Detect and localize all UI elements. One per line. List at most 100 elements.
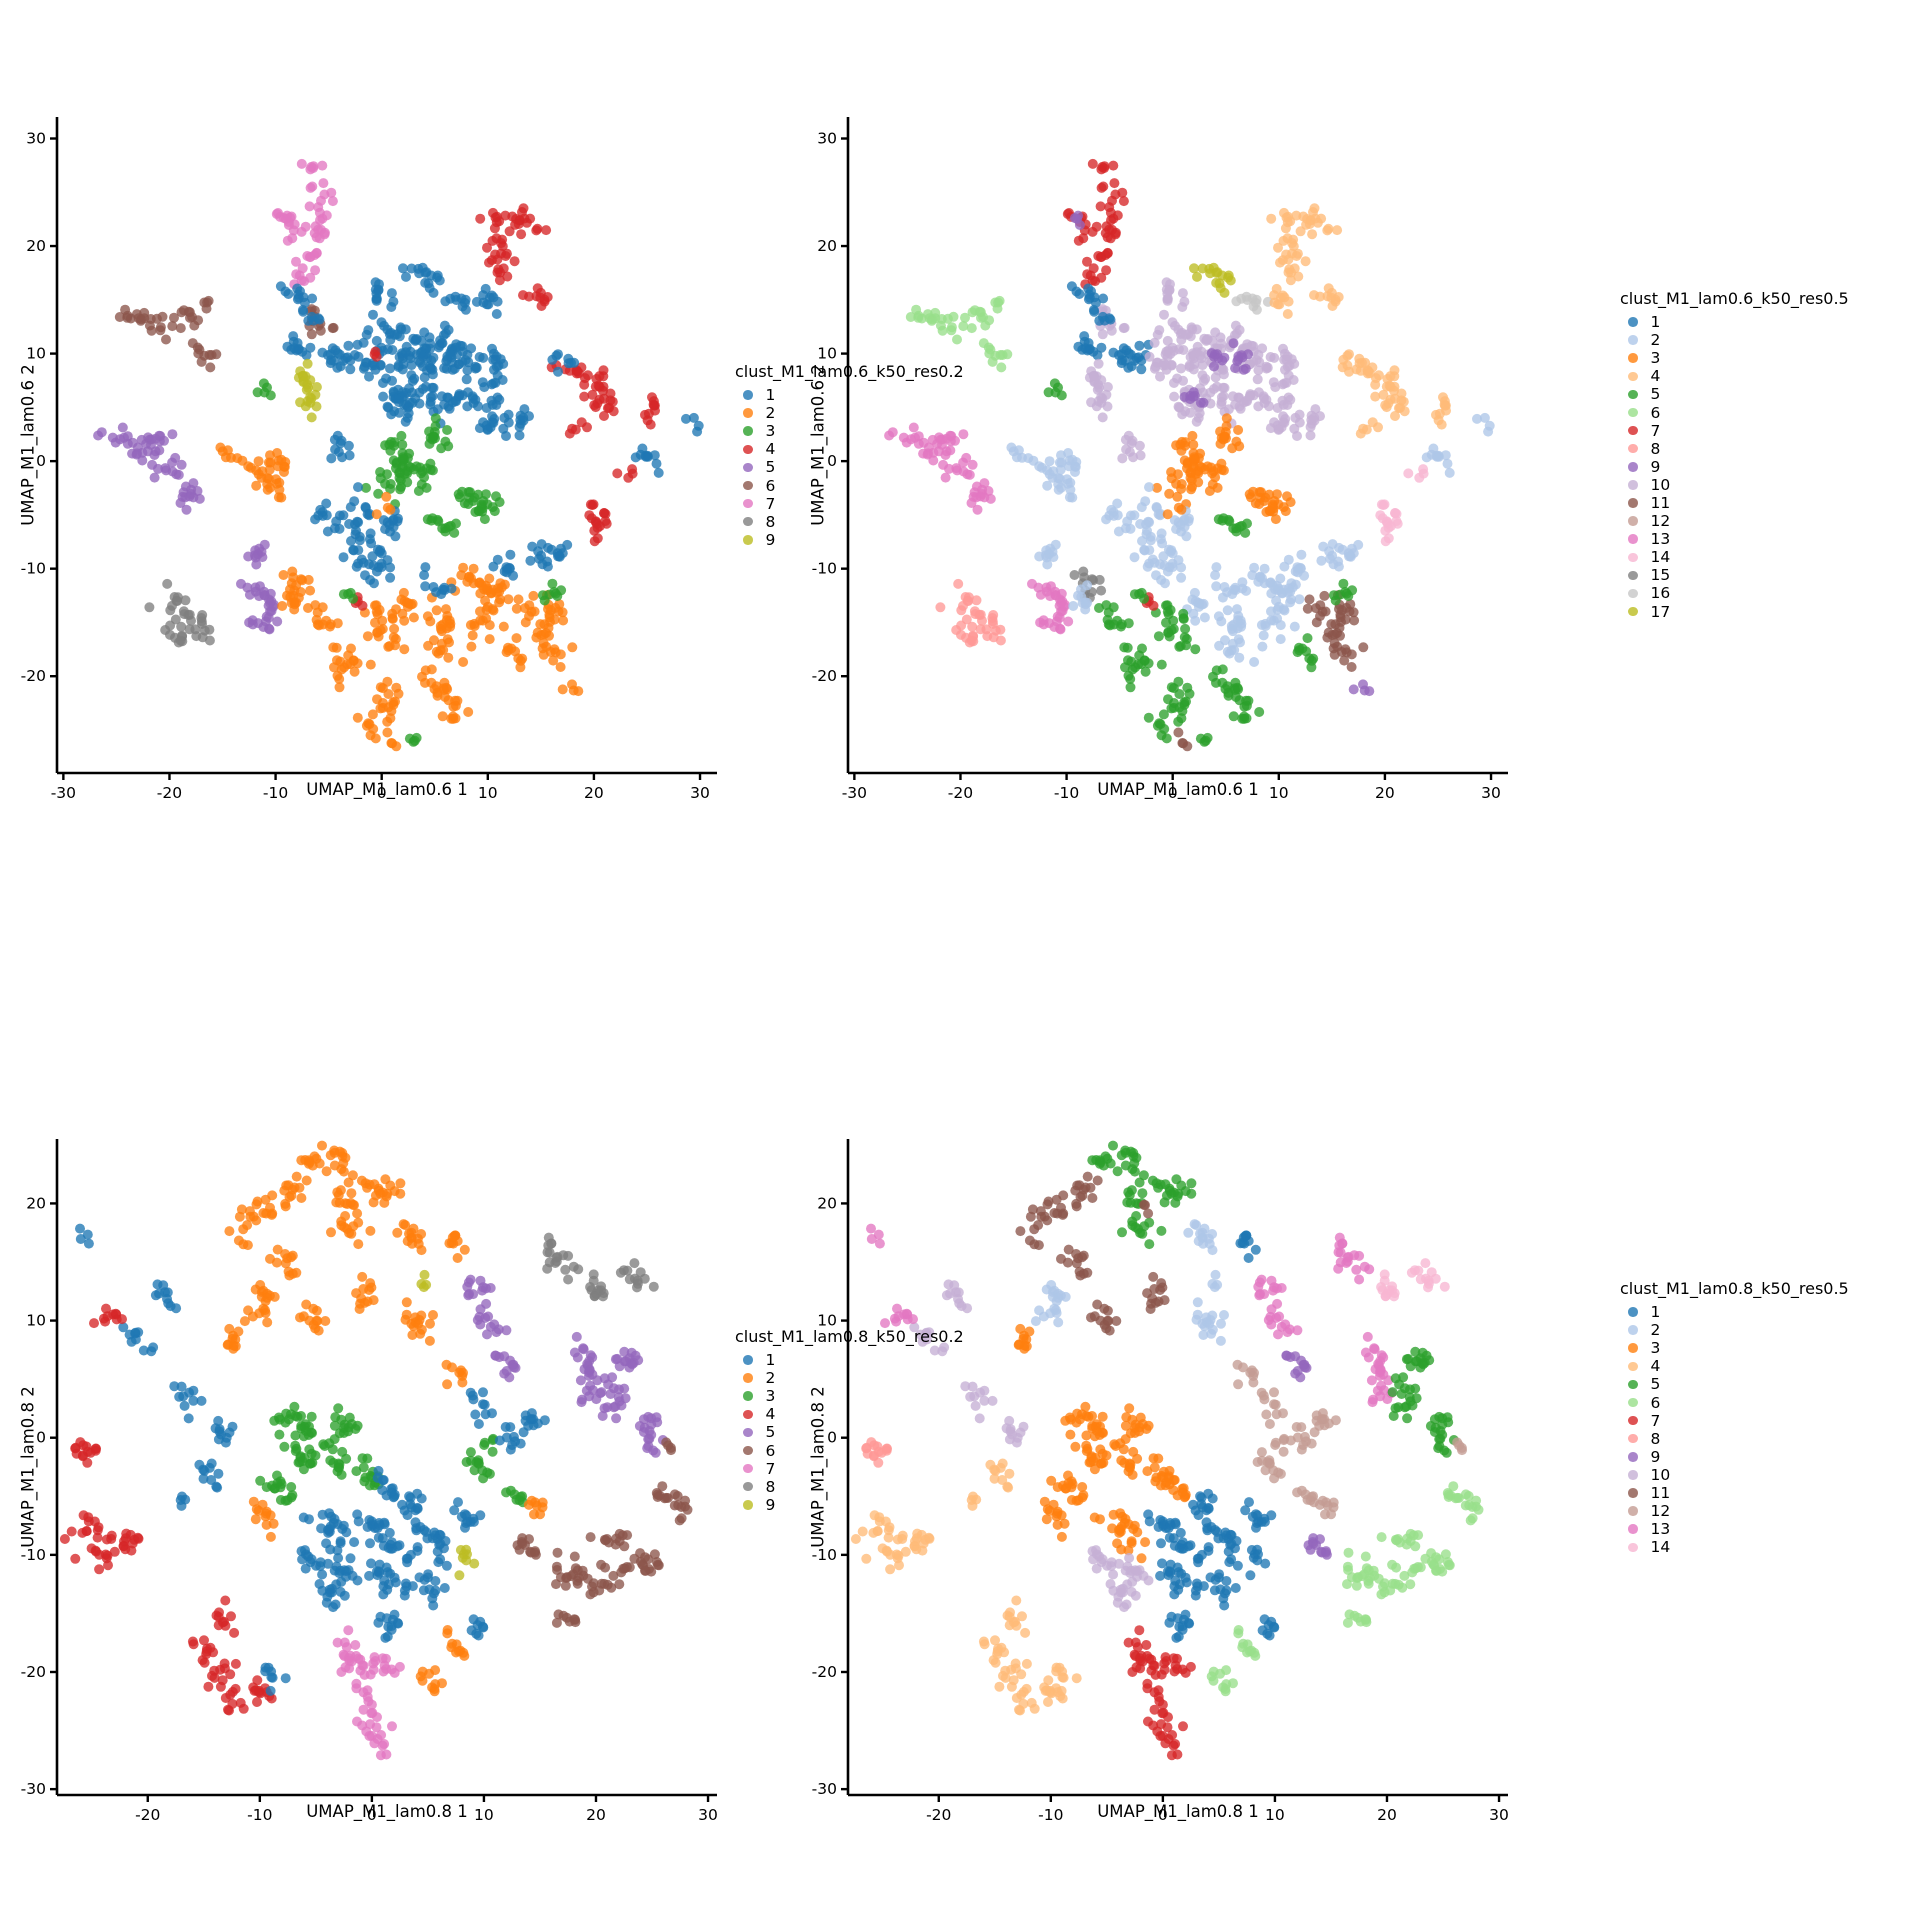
data-point bbox=[1082, 1171, 1093, 1182]
data-point bbox=[1044, 456, 1055, 467]
data-point bbox=[995, 350, 1006, 360]
data-point bbox=[1243, 1253, 1254, 1263]
data-point bbox=[1175, 641, 1186, 651]
data-point bbox=[499, 412, 510, 423]
data-point bbox=[1245, 492, 1256, 503]
data-point bbox=[1244, 391, 1255, 402]
data-point bbox=[1473, 1504, 1484, 1515]
data-point bbox=[436, 391, 447, 402]
data-point bbox=[908, 422, 919, 433]
data-point bbox=[1136, 659, 1147, 670]
data-point bbox=[951, 625, 962, 635]
data-point bbox=[384, 641, 395, 651]
data-point bbox=[1351, 1264, 1362, 1275]
data-point bbox=[296, 275, 307, 286]
data-point bbox=[1100, 1151, 1111, 1162]
data-point bbox=[1144, 482, 1154, 493]
y-tick-label: -20 bbox=[812, 1663, 837, 1681]
data-point bbox=[1108, 602, 1119, 613]
data-point bbox=[325, 358, 336, 369]
data-point bbox=[419, 1269, 430, 1280]
data-point bbox=[1091, 1419, 1102, 1430]
data-point bbox=[345, 364, 356, 375]
data-point bbox=[1087, 275, 1098, 286]
data-point bbox=[1390, 1373, 1401, 1384]
data-point bbox=[242, 1240, 253, 1251]
data-point bbox=[1164, 488, 1175, 499]
data-point bbox=[1223, 1546, 1234, 1557]
data-point bbox=[1211, 581, 1222, 592]
data-point bbox=[144, 602, 155, 613]
data-point bbox=[1137, 1188, 1148, 1199]
data-point bbox=[866, 1234, 877, 1244]
data-point bbox=[630, 1350, 641, 1361]
data-point bbox=[373, 285, 384, 296]
data-point bbox=[475, 213, 486, 224]
data-point bbox=[967, 621, 978, 632]
y-tick-label: 30 bbox=[817, 130, 837, 148]
data-point bbox=[1219, 352, 1230, 363]
data-point bbox=[1256, 1447, 1267, 1458]
data-point bbox=[452, 1236, 463, 1246]
data-point bbox=[1286, 267, 1297, 278]
data-point bbox=[317, 1569, 328, 1580]
data-point bbox=[477, 503, 488, 514]
data-point bbox=[967, 459, 978, 470]
data-point bbox=[1300, 256, 1311, 267]
data-point bbox=[1017, 1611, 1027, 1622]
data-point bbox=[1082, 256, 1092, 267]
data-point bbox=[693, 420, 704, 431]
data-point bbox=[1095, 201, 1106, 212]
data-point bbox=[408, 612, 419, 623]
data-point bbox=[122, 312, 133, 323]
data-point bbox=[315, 215, 325, 226]
data-point bbox=[984, 348, 995, 359]
data-point bbox=[323, 1527, 334, 1538]
data-point bbox=[1256, 620, 1267, 630]
data-point bbox=[1059, 1518, 1070, 1529]
data-point bbox=[1178, 608, 1189, 619]
data-point bbox=[985, 493, 996, 504]
data-point bbox=[232, 453, 243, 464]
y-tick-label: -20 bbox=[812, 667, 837, 685]
data-point bbox=[881, 1545, 892, 1556]
data-point bbox=[1102, 382, 1113, 392]
data-point bbox=[500, 1422, 511, 1432]
data-point bbox=[282, 235, 293, 246]
data-point bbox=[330, 345, 341, 356]
y-tick-label: -20 bbox=[21, 1663, 46, 1681]
data-point bbox=[175, 635, 186, 646]
data-point bbox=[1075, 1270, 1086, 1281]
data-point bbox=[1102, 1305, 1113, 1316]
data-point bbox=[1164, 562, 1175, 573]
data-point bbox=[473, 1419, 484, 1429]
data-point bbox=[1001, 1423, 1012, 1434]
data-point bbox=[1179, 455, 1190, 466]
data-point bbox=[1097, 329, 1108, 340]
data-point bbox=[419, 472, 430, 483]
data-point bbox=[289, 599, 300, 610]
data-point bbox=[381, 1191, 392, 1202]
data-point bbox=[462, 365, 473, 376]
data-point bbox=[468, 393, 478, 404]
data-point bbox=[1108, 1140, 1118, 1151]
data-point bbox=[259, 590, 270, 600]
data-point bbox=[494, 1352, 505, 1363]
data-point bbox=[1101, 514, 1112, 525]
data-point bbox=[1156, 575, 1167, 585]
data-point bbox=[1117, 1227, 1127, 1238]
data-point bbox=[1138, 1170, 1149, 1181]
data-point bbox=[1176, 479, 1187, 489]
data-point bbox=[358, 1284, 369, 1294]
data-point bbox=[1333, 561, 1344, 572]
data-point bbox=[174, 1391, 185, 1402]
data-point bbox=[1348, 684, 1359, 695]
data-point bbox=[169, 312, 179, 323]
data-point bbox=[441, 1359, 452, 1370]
data-point bbox=[455, 1545, 466, 1555]
data-point bbox=[248, 1496, 259, 1507]
data-point bbox=[220, 1620, 231, 1631]
data-point bbox=[1149, 1284, 1160, 1294]
data-point bbox=[491, 400, 502, 410]
data-point bbox=[106, 1534, 117, 1544]
